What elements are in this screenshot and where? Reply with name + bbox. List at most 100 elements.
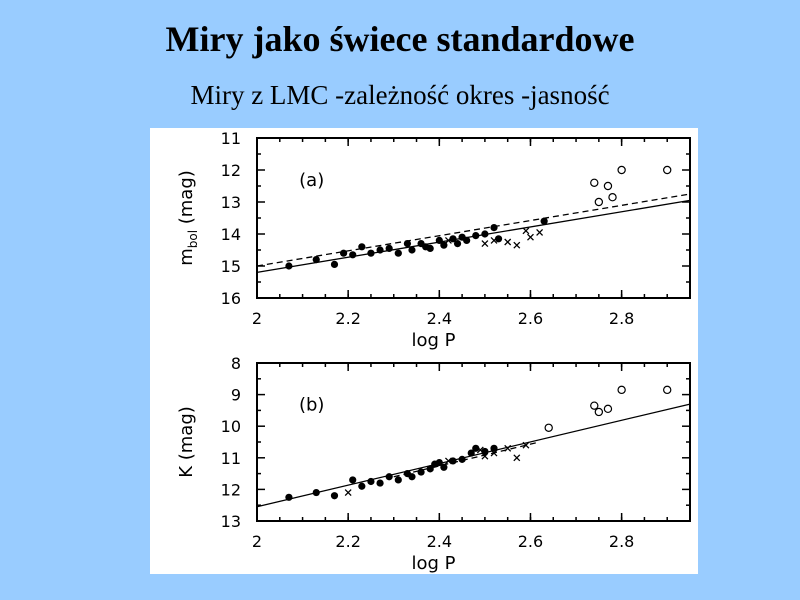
- panel-a-point-cross: [481, 240, 489, 248]
- panel-a-point-filled: [426, 244, 434, 252]
- panel-b-point-filled: [458, 455, 466, 463]
- panel-a-point-filled: [472, 232, 480, 240]
- panel-b-xtick-label: 2.6: [518, 532, 543, 551]
- panel-a-ylabel: mbol (mag): [176, 170, 200, 266]
- panel-b-point-filled: [417, 468, 425, 476]
- panel-b-point-cross: [476, 446, 484, 454]
- panel-b-point-filled: [385, 473, 393, 481]
- panel-b-point-cross: [481, 452, 489, 460]
- panel-b-label: (b): [299, 394, 324, 415]
- panel-a-point-filled: [449, 235, 457, 243]
- panel-a-point-filled: [453, 240, 462, 248]
- panel-a-point-open: [608, 192, 617, 202]
- panel-a-xtick-label: 2.8: [609, 309, 634, 328]
- panel-b-point-filled: [367, 477, 375, 486]
- panel-a-ytick-label: 12: [221, 161, 241, 180]
- panel-b-point-open: [603, 404, 613, 414]
- panel-b-point-open: [590, 401, 599, 410]
- panel-b-xtick-label: 2.8: [609, 532, 634, 551]
- panel-b-point-filled: [435, 458, 443, 467]
- panel-b-point-filled: [285, 493, 293, 501]
- panel-b-point-filled: [394, 476, 402, 484]
- panel-a-point-cross: [522, 227, 530, 235]
- panel-b-point-open: [617, 385, 626, 395]
- panel-b-point-filled: [472, 444, 480, 452]
- panel-b-ytick-label: 9: [231, 386, 241, 405]
- panel-b-frame: [256, 362, 691, 522]
- slide-title: Miry jako świece standardowe: [165, 19, 635, 59]
- panel-a-point-cross: [536, 228, 544, 236]
- panel-a-point-filled: [376, 246, 384, 254]
- slide-subtitle: Miry z LMC -zależność okres -jasność: [190, 80, 610, 110]
- panel-a-point-filled: [349, 251, 357, 259]
- panel-a-point-filled: [358, 243, 366, 251]
- panel-a-point-open: [590, 178, 599, 188]
- panel-b-point-filled: [330, 492, 339, 500]
- panel-a-point-filled: [408, 246, 416, 254]
- panel-a-point-filled: [385, 244, 393, 252]
- panel-a-point-open: [663, 165, 672, 175]
- panel-a-point-filled: [435, 236, 443, 244]
- panel-b-point-cross: [344, 489, 352, 497]
- panel-a-point-cross: [513, 241, 521, 249]
- panel-a-point-open: [617, 165, 626, 175]
- panel-a-ytick-label: 15: [221, 257, 241, 276]
- panel-a-xlabel: log P: [411, 330, 455, 351]
- panel-b-point-cross: [513, 454, 521, 462]
- panel-b-point-filled: [440, 463, 448, 471]
- panel-b-ytick-label: 10: [221, 417, 241, 436]
- panel-b-point-filled: [467, 449, 475, 457]
- panel-a-point-filled: [463, 236, 471, 244]
- panel-b-point-filled: [408, 473, 416, 481]
- panel-a-point-open: [594, 197, 604, 207]
- panel-a-point-filled: [403, 240, 412, 248]
- panel-b-point-filled: [358, 482, 366, 490]
- panel-a-point-cross: [527, 233, 534, 241]
- panel-a-point-cross: [444, 236, 452, 244]
- panel-a-xtick-label: 2.2: [335, 309, 360, 328]
- panel-b-point-open: [544, 423, 553, 432]
- panel-a-frame: [256, 137, 691, 299]
- panel-a-point-filled: [340, 249, 348, 257]
- panel-b-point-cross: [522, 441, 530, 449]
- panel-b-point-filled: [376, 479, 384, 487]
- panel-b-ytick-label: 8: [231, 354, 241, 373]
- panel-a-xtick-label: 2: [252, 309, 262, 328]
- panel-b-point-cross: [504, 444, 512, 452]
- panel-b-ytick-label: 12: [221, 480, 241, 499]
- chart-figure: 2 2.2 2.4 2.6 2.8 11 12 13 14 15 16 log P mbol (mag)…: [150, 128, 698, 574]
- panel-b-point-filled: [481, 447, 489, 456]
- panel-b-ytick-label: 11: [221, 449, 241, 468]
- panel-a-point-cross: [504, 238, 512, 246]
- panel-a-point-filled: [494, 235, 503, 243]
- panel-a-ytick-label: 13: [221, 193, 241, 212]
- panel-b-ytick-label: 13: [221, 512, 241, 531]
- panel-b-point-open: [663, 385, 672, 395]
- panel-b-ylabel: K (mag): [176, 406, 197, 478]
- panel-b-point-cross: [490, 449, 498, 457]
- panel-a-xtick-label: 2.4: [427, 309, 452, 328]
- panel-b-point-filled: [349, 476, 357, 484]
- panel-a-point-filled: [312, 256, 320, 264]
- panel-a-ytick-label: 11: [221, 129, 241, 148]
- panel-a-point-filled: [367, 249, 375, 257]
- panel-a-point-cross: [490, 236, 498, 244]
- panel-a-fit-line-dashed: [256, 193, 691, 267]
- panel-b-point-filled: [426, 465, 434, 473]
- chart-svg: 2 2.2 2.4 2.6 2.8 11 12 13 14 15 16 log P mbol (mag)…: [176, 129, 691, 574]
- panel-a-point-open: [603, 181, 613, 191]
- panel-a-point-filled: [330, 260, 339, 268]
- panel-a-ytick-label: 16: [221, 289, 241, 308]
- panel-b-point-cross: [444, 457, 452, 465]
- panel-a-point-filled: [490, 224, 498, 232]
- panel-b-point-open: [594, 407, 604, 417]
- panel-b-point-filled: [312, 488, 320, 497]
- panel-a-ytick-label: 14: [221, 225, 241, 244]
- panel-a-point-filled: [394, 249, 402, 257]
- panel-b-xlabel: log P: [411, 553, 455, 574]
- panel-a-point-filled: [540, 217, 548, 225]
- panel-b-xtick-label: 2: [252, 532, 262, 551]
- panel-b-point-filled: [449, 457, 457, 465]
- panel-a-label: (a): [299, 170, 324, 191]
- panel-a-point-filled: [481, 230, 489, 238]
